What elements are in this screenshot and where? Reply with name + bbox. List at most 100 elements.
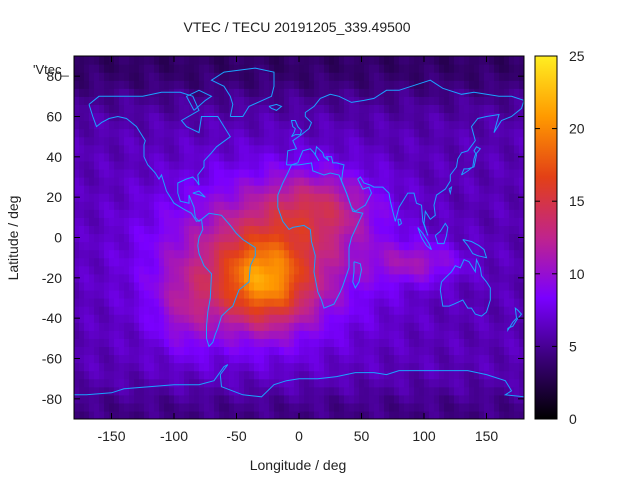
heatmap-cell xyxy=(479,370,485,380)
heatmap-cell xyxy=(499,233,505,243)
heatmap-cell xyxy=(184,322,190,331)
heatmap-cell xyxy=(439,120,445,130)
heatmap-cell xyxy=(169,233,175,243)
heatmap-cell xyxy=(519,136,524,146)
heatmap-cell xyxy=(159,160,165,170)
heatmap-cell xyxy=(89,201,95,210)
heatmap-cell xyxy=(99,80,105,89)
heatmap-cell xyxy=(89,370,95,380)
heatmap-cell xyxy=(504,362,510,372)
heatmap-cell xyxy=(99,386,105,396)
heatmap-cell xyxy=(149,136,155,146)
heatmap-cell xyxy=(304,136,310,146)
heatmap-cell xyxy=(519,386,524,396)
heatmap-cell xyxy=(344,330,350,339)
heatmap-cell xyxy=(314,168,320,178)
heatmap-cell xyxy=(194,241,200,251)
heatmap-cell xyxy=(494,64,500,73)
heatmap-cell xyxy=(479,233,485,243)
heatmap-cell xyxy=(239,88,245,97)
heatmap-cell xyxy=(439,217,445,226)
heatmap-cell xyxy=(119,241,125,251)
heatmap-cell xyxy=(219,120,225,130)
heatmap-cell xyxy=(179,378,185,388)
heatmap-cell xyxy=(519,56,524,65)
heatmap-cell xyxy=(269,241,275,251)
heatmap-cell xyxy=(204,354,210,364)
heatmap-cell xyxy=(94,241,100,251)
heatmap-cell xyxy=(114,136,120,146)
heatmap-cell xyxy=(84,209,90,218)
heatmap-cell xyxy=(449,257,455,267)
heatmap-cell xyxy=(299,112,305,122)
heatmap-cell xyxy=(164,217,170,226)
heatmap-cell xyxy=(169,104,175,114)
heatmap-cell xyxy=(379,265,385,275)
heatmap-cell xyxy=(314,128,320,138)
heatmap-cell xyxy=(464,370,470,380)
heatmap-cell xyxy=(479,257,485,267)
heatmap-cell xyxy=(184,378,190,388)
heatmap-cell xyxy=(119,281,125,291)
heatmap-cell xyxy=(114,362,120,372)
heatmap-cell xyxy=(424,346,430,356)
heatmap-cell xyxy=(144,64,150,73)
heatmap-cell xyxy=(359,330,365,339)
heatmap-cell xyxy=(209,281,215,291)
heatmap-cell xyxy=(74,88,80,97)
heatmap-cell xyxy=(424,88,430,97)
heatmap-cell xyxy=(444,160,450,170)
heatmap-cell xyxy=(414,273,420,283)
heatmap-cell xyxy=(179,96,185,105)
heatmap-cell xyxy=(404,402,410,412)
heatmap-cell xyxy=(189,370,195,380)
heatmap-cell xyxy=(124,56,130,65)
heatmap-cell xyxy=(384,177,390,186)
heatmap-cell xyxy=(189,362,195,372)
heatmap-cell xyxy=(504,96,510,105)
heatmap-cell xyxy=(429,402,435,412)
heatmap-cell xyxy=(404,378,410,388)
heatmap-cell xyxy=(329,273,335,283)
heatmap-cell xyxy=(209,56,215,65)
heatmap-cell xyxy=(154,330,160,339)
heatmap-cell xyxy=(354,72,360,81)
heatmap-cell xyxy=(209,314,215,323)
heatmap-cell xyxy=(314,289,320,299)
heatmap-cell xyxy=(149,217,155,226)
heatmap-cell xyxy=(254,112,260,122)
heatmap-cell xyxy=(79,394,85,404)
heatmap-cell xyxy=(429,394,435,404)
heatmap-cell xyxy=(264,201,270,210)
heatmap-cell xyxy=(384,330,390,339)
heatmap-cell xyxy=(474,330,480,339)
heatmap-cell xyxy=(144,217,150,226)
heatmap-cell xyxy=(434,144,440,154)
heatmap-cell xyxy=(504,410,510,419)
heatmap-cell xyxy=(444,233,450,243)
heatmap-cell xyxy=(324,209,330,218)
heatmap-cell xyxy=(419,289,425,299)
heatmap-cell xyxy=(134,88,140,97)
heatmap-cell xyxy=(459,72,465,81)
heatmap-cell xyxy=(254,152,260,162)
heatmap-cell xyxy=(334,80,340,89)
heatmap-cell xyxy=(244,273,250,283)
heatmap-cell xyxy=(239,104,245,114)
heatmap-cell xyxy=(369,394,375,404)
heatmap-cell xyxy=(184,201,190,210)
heatmap-cell xyxy=(314,136,320,146)
heatmap-cell xyxy=(329,354,335,364)
heatmap-cell xyxy=(464,225,470,235)
heatmap-cell xyxy=(114,298,120,307)
heatmap-cell xyxy=(339,322,345,331)
heatmap-cell xyxy=(149,209,155,218)
heatmap-cell xyxy=(454,265,460,275)
heatmap-cell xyxy=(209,386,215,396)
heatmap-cell xyxy=(224,128,230,138)
heatmap-cell xyxy=(339,370,345,380)
heatmap-cell xyxy=(309,322,315,331)
heatmap-cell xyxy=(454,193,460,202)
heatmap-cell xyxy=(404,354,410,364)
heatmap-cell xyxy=(229,201,235,210)
